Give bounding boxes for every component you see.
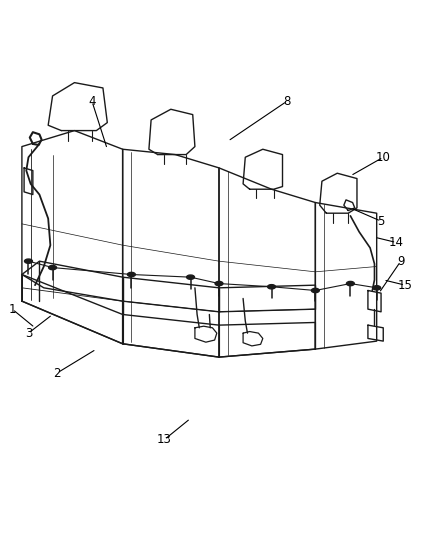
Ellipse shape xyxy=(127,272,135,277)
Text: 4: 4 xyxy=(88,95,96,108)
Ellipse shape xyxy=(373,286,381,290)
Ellipse shape xyxy=(49,265,57,270)
Ellipse shape xyxy=(215,281,223,286)
Text: 3: 3 xyxy=(25,327,32,340)
Ellipse shape xyxy=(25,259,32,263)
Text: 13: 13 xyxy=(157,433,172,446)
Ellipse shape xyxy=(346,281,354,286)
Text: 9: 9 xyxy=(397,255,405,268)
Ellipse shape xyxy=(268,285,276,289)
Text: 1: 1 xyxy=(8,303,16,316)
Text: 15: 15 xyxy=(398,279,413,292)
Ellipse shape xyxy=(311,288,319,293)
Text: 10: 10 xyxy=(376,151,391,164)
Text: 2: 2 xyxy=(53,367,61,379)
Ellipse shape xyxy=(187,275,194,279)
Text: 5: 5 xyxy=(378,215,385,228)
Text: 8: 8 xyxy=(283,95,290,108)
Text: 14: 14 xyxy=(389,236,404,249)
